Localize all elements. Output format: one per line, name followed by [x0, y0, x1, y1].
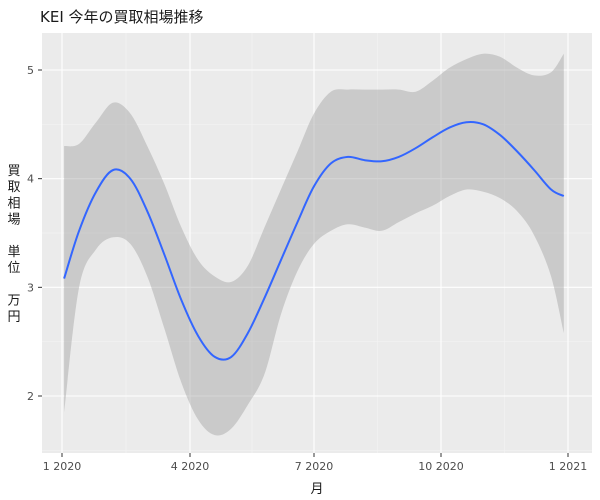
x-tick-label: 4 2020: [171, 460, 210, 473]
chart-title: KEI 今年の買取相場推移: [40, 8, 204, 26]
y-tick-label: 2: [27, 390, 34, 403]
x-tick-label: 7 2020: [295, 460, 334, 473]
y-title-char: 相: [7, 196, 20, 211]
minor-gridlines: [42, 33, 592, 453]
y-title-char: 取: [7, 180, 20, 195]
y-title-char: 万: [7, 294, 20, 309]
trend-line: [63, 120, 565, 361]
plot-panel: [42, 33, 592, 453]
x-axis: 1 2020 4 2020 7 2020 10 2020 1 2021: [43, 453, 588, 473]
x-tick-label: 10 2020: [418, 460, 464, 473]
x-tick-label: 1 2021: [549, 460, 588, 473]
y-title-char: 買: [7, 164, 20, 179]
x-tick-label: 1 2020: [43, 460, 82, 473]
y-title-char: 単: [7, 244, 20, 260]
major-gridlines: [42, 33, 592, 453]
y-title-char: 位: [7, 261, 20, 276]
y-tick-label: 3: [27, 281, 34, 294]
y-tick-label: 4: [27, 173, 34, 186]
y-title-char: 円: [7, 310, 20, 325]
confidence-ribbon: [64, 53, 564, 436]
y-tick-label: 5: [27, 64, 34, 77]
y-title-char: 場: [7, 213, 20, 228]
y-axis: 2 3 4 5: [27, 64, 42, 403]
x-axis-title: 月: [310, 482, 323, 497]
